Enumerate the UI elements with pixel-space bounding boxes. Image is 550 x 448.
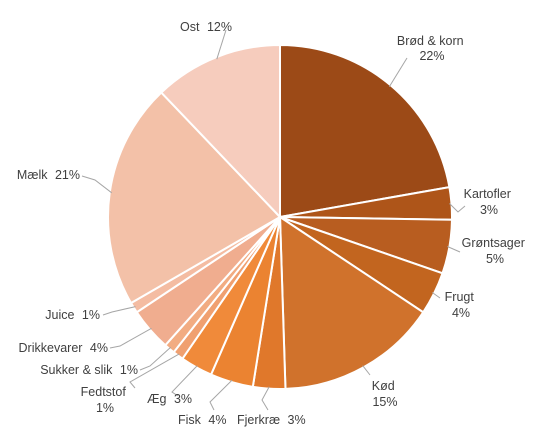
label-ost-name: Ost	[180, 20, 200, 34]
label-juice-value: 1%	[82, 308, 100, 322]
label-grontsager: Grøntsager 5%	[462, 236, 529, 266]
leader-line-sukker-slik	[139, 346, 172, 371]
label-kod-value: 15%	[372, 395, 397, 409]
leader-line-kod	[362, 365, 371, 376]
label-fisk-value: 4%	[208, 413, 226, 427]
leader-line-brod-korn	[388, 57, 408, 88]
pie-slices	[107, 43, 453, 390]
label-juice-name: Juice	[45, 308, 74, 322]
label-fjerkrae: Fjerkræ 3%	[237, 413, 306, 427]
leader-line-aeg	[171, 365, 198, 397]
label-grontsager-value: 5%	[486, 252, 504, 266]
leader-line-juice	[102, 306, 136, 316]
label-brod-korn-name: Brød & korn	[397, 34, 464, 48]
label-juice: Juice 1%	[45, 308, 100, 322]
leader-lines	[81, 29, 466, 411]
label-fisk: Fisk 4%	[178, 413, 226, 427]
label-kod: Kød 15%	[372, 379, 398, 409]
label-sukker-slik-name: Sukker & slik	[40, 363, 113, 377]
label-aeg-name: Æg	[147, 392, 167, 406]
label-maelk-value: 21%	[55, 168, 80, 182]
label-ost-value: 12%	[207, 20, 232, 34]
pie-slice-ost	[159, 43, 281, 220]
label-fjerkrae-value: 3%	[288, 413, 306, 427]
label-maelk: Mælk 21%	[17, 168, 80, 182]
label-drikkevarer-name: Drikkevarer	[19, 341, 83, 355]
label-frugt-name: Frugt	[445, 290, 475, 304]
leader-line-fisk	[209, 379, 233, 411]
label-sukker-slik: Sukker & slik 1%	[40, 363, 138, 377]
label-maelk-name: Mælk	[17, 168, 48, 182]
leader-line-drikkevarer	[109, 327, 152, 349]
leader-line-ost	[216, 29, 227, 60]
label-brod-korn: Brød & korn 22%	[397, 34, 467, 63]
label-drikkevarer-value: 4%	[90, 341, 108, 355]
label-kartofler: Kartofler 3%	[464, 187, 515, 217]
label-kartofler-name: Kartofler	[464, 187, 511, 201]
label-drikkevarer: Drikkevarer 4%	[19, 341, 108, 355]
leader-line-frugt	[432, 292, 441, 299]
leader-line-maelk	[81, 175, 113, 194]
slice-labels: Brød & korn 22% Kartofler 3% Grøntsager …	[17, 20, 529, 427]
label-ost: Ost 12%	[180, 20, 232, 34]
leader-line-kartofler	[449, 203, 466, 213]
leader-line-grontsager	[447, 246, 461, 253]
label-fedtstof: Fedtstof 1%	[81, 385, 130, 415]
label-fisk-name: Fisk	[178, 413, 202, 427]
label-kartofler-value: 3%	[480, 203, 498, 217]
label-fjerkrae-name: Fjerkræ	[237, 413, 280, 427]
label-fedtstof-value: 1%	[96, 401, 114, 415]
pie-slice-maelk	[107, 91, 282, 305]
label-frugt: Frugt 4%	[445, 290, 478, 320]
label-aeg-value: 3%	[174, 392, 192, 406]
label-sukker-slik-value: 1%	[120, 363, 138, 377]
leader-line-fedtstof	[129, 353, 180, 389]
leader-line-fjerkrae	[261, 386, 270, 411]
label-kod-name: Kød	[372, 379, 395, 393]
label-aeg: Æg 3%	[147, 392, 192, 406]
label-brod-korn-value: 22%	[419, 49, 444, 63]
label-fedtstof-name: Fedtstof	[81, 385, 127, 399]
label-grontsager-name: Grøntsager	[462, 236, 525, 250]
label-frugt-value: 4%	[452, 306, 470, 320]
